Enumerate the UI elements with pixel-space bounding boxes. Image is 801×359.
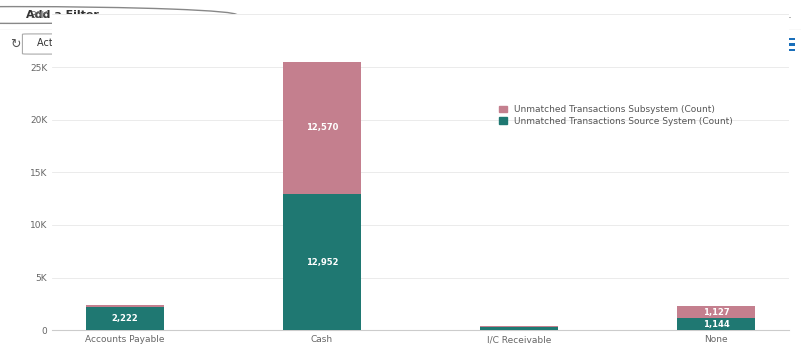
Text: ⚙: ⚙ <box>767 37 778 51</box>
Bar <box>480 327 558 330</box>
Bar <box>783 49 795 51</box>
Bar <box>783 38 795 40</box>
Legend: Unmatched Transactions Subsystem (Count), Unmatched Transactions Source System (: Unmatched Transactions Subsystem (Count)… <box>499 105 733 126</box>
Bar <box>283 194 361 330</box>
Text: 1,127: 1,127 <box>702 308 730 317</box>
Bar <box>283 61 361 194</box>
Text: ...: ... <box>781 9 793 22</box>
Bar <box>86 305 164 307</box>
Bar <box>480 326 558 327</box>
Bar <box>677 306 755 318</box>
Text: ↻: ↻ <box>10 37 20 51</box>
Bar <box>86 307 164 330</box>
Text: 12,570: 12,570 <box>306 123 338 132</box>
Text: Actions ▾: Actions ▾ <box>38 38 81 48</box>
FancyBboxPatch shape <box>22 34 96 54</box>
Text: Add a Filter: Add a Filter <box>26 10 99 20</box>
Text: 2,222: 2,222 <box>111 314 139 323</box>
Text: 12,952: 12,952 <box>306 258 338 267</box>
Bar <box>677 318 755 330</box>
Text: 1,144: 1,144 <box>702 320 730 329</box>
Bar <box>783 43 795 46</box>
